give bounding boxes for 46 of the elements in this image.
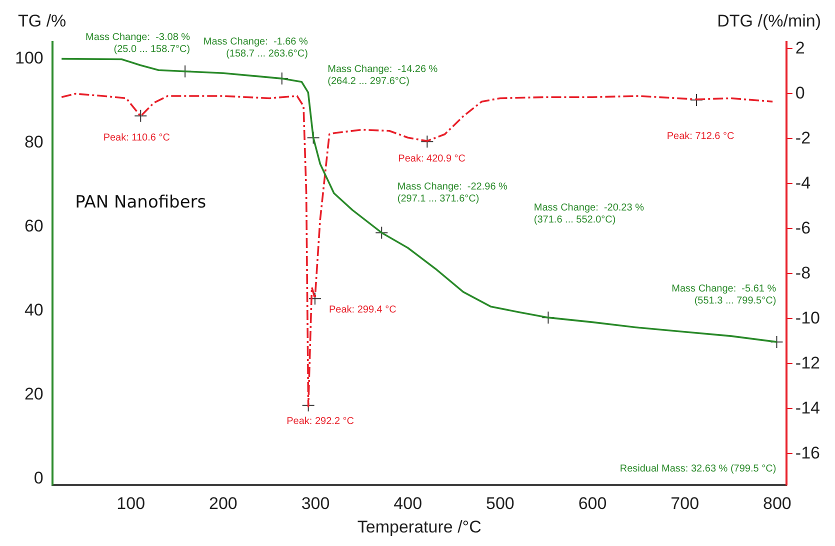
x-tick-label: 700 (670, 494, 700, 514)
x-tick-label: 400 (394, 494, 422, 514)
y-axis-title: TG /% (18, 12, 66, 31)
y2-tick-label: -2 (795, 128, 811, 148)
annotation: Peak: 420.9 °C (398, 153, 466, 164)
y-tick-label: 100 (14, 48, 44, 68)
y-tick-label: 60 (24, 216, 44, 236)
y2-tick-label: 0 (795, 83, 805, 102)
point (375, 226, 388, 240)
point (308, 292, 322, 306)
annotation: Mass Change: -14.26 % (264.2 ... 297.6°C) (328, 64, 438, 88)
point (306, 131, 320, 144)
y2-tick-label: -8 (795, 263, 811, 282)
point (134, 109, 148, 122)
point (770, 335, 784, 348)
x-tick-label: 300 (301, 494, 330, 514)
x-tick-label: 200 (208, 494, 238, 514)
x-tick-label: 100 (116, 494, 146, 514)
y-tick-label: 0 (34, 468, 44, 488)
annotation: Peak: 299.4 °C (328, 304, 396, 316)
y2-tick-label: -10 (795, 308, 820, 328)
annotation: Peak: 110.6 °C (103, 132, 170, 144)
y-tick-label: 40 (24, 300, 44, 320)
annotation: Mass Change: -5.61 % (551.3 ... 799.5°C) (672, 284, 776, 307)
y2-tick-label: -4 (795, 173, 811, 192)
annotation: Mass Change: -20.23 % (371.6 ... 552.0°C) (534, 202, 644, 226)
annotation: Mass Change: -1.66 % (158.7 ... 263.6°C) (203, 36, 308, 60)
x-tick-label: 800 (763, 494, 792, 514)
x-tick-label: 600 (578, 494, 607, 514)
y2-tick-label: -12 (795, 353, 820, 372)
y2-tick-label: -6 (795, 218, 811, 238)
y-tick-label: 20 (24, 384, 44, 404)
y2-tick-label: 2 (795, 38, 805, 58)
annotation: Mass Change: -3.08 % (25.0 ... 158.7°C) (86, 32, 190, 56)
x-axis-title: Temperature /°C (357, 517, 482, 536)
annotation: Mass Change: -22.96 % (297.1 ... 371.6°C) (397, 182, 508, 205)
y2-tick-label: -16 (795, 443, 820, 462)
y2-axis-title: DTG /(%/min) (717, 12, 821, 31)
point (420, 135, 434, 148)
x-tick-label: 500 (486, 494, 514, 514)
annotation: Residual Mass: 32.63 % (799.5 °C) (620, 464, 776, 475)
annotation: Peak: 712.6 °C (666, 131, 734, 142)
annotation: Peak: 292.2 °C (286, 416, 354, 428)
y-tick-label: 80 (24, 132, 44, 152)
annotation: PAN Nanofibers (75, 192, 206, 212)
y2-tick-label: -14 (795, 398, 820, 418)
